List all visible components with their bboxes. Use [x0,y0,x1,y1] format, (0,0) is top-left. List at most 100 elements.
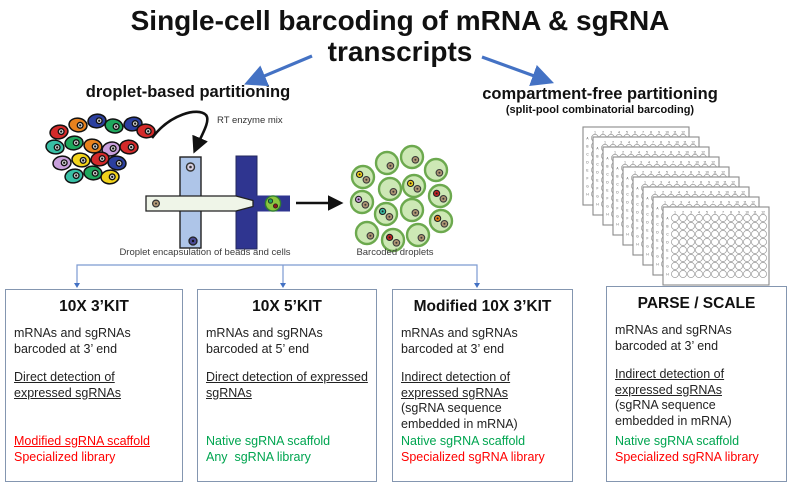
barcoded-droplet-icon [405,222,431,248]
svg-text:8: 8 [720,201,722,205]
svg-text:7: 7 [722,211,724,215]
svg-text:11: 11 [673,131,677,135]
svg-text:7: 7 [702,191,704,195]
svg-text:3: 3 [610,131,612,135]
device-bead-bottom [188,236,198,246]
svg-text:F: F [637,226,639,230]
device-bead-left [152,199,161,208]
svg-text:4: 4 [658,171,660,175]
svg-text:8: 8 [650,131,652,135]
cell-icon [87,113,107,129]
svg-text:A: A [656,206,659,210]
svg-text:12: 12 [701,151,705,155]
arrow-to-droplet-branch [244,54,313,87]
svg-text:9: 9 [668,141,670,145]
svg-text:6: 6 [684,181,686,185]
svg-text:G: G [586,184,589,188]
svg-text:3: 3 [660,181,662,185]
svg-text:D: D [596,170,599,174]
svg-text:E: E [586,168,588,172]
svg-text:1: 1 [604,141,606,145]
cell-icon [45,139,65,155]
svg-text:D: D [656,230,659,234]
svg-text:B: B [636,194,638,198]
svg-text:11: 11 [713,171,717,175]
svg-text:10: 10 [675,141,679,145]
svg-text:C: C [626,192,629,196]
svg-text:F: F [627,216,629,220]
cell-icon [90,151,110,167]
svg-text:3: 3 [630,151,632,155]
svg-text:4: 4 [688,201,690,205]
svg-text:10: 10 [695,161,699,165]
svg-text:3: 3 [680,201,682,205]
cell-icon [64,168,84,184]
svg-text:A: A [626,176,629,180]
svg-text:G: G [596,194,599,198]
method-box-body: mRNAs and sgRNAs barcoded at 3’ end [615,323,732,353]
cell-icon [119,139,139,155]
svg-text:6: 6 [714,211,716,215]
svg-text:9: 9 [728,201,730,205]
svg-text:C: C [636,202,639,206]
cell-icon [107,155,127,171]
svg-text:2: 2 [652,181,654,185]
svg-text:12: 12 [691,141,695,145]
svg-text:7: 7 [682,171,684,175]
method-box-10x-5kit: 10X 5’KIT mRNAs and sgRNAs barcoded at 5… [197,289,377,482]
svg-text:11: 11 [733,191,737,195]
svg-text:9: 9 [678,151,680,155]
svg-text:9: 9 [698,171,700,175]
svg-text:B: B [616,174,618,178]
svg-text:A: A [596,146,599,150]
svg-text:B: B [666,224,668,228]
svg-text:2: 2 [682,211,684,215]
rt-enzyme-arrow [150,110,209,154]
svg-text:2: 2 [672,201,674,205]
svg-text:D: D [616,190,619,194]
svg-text:5: 5 [696,201,698,205]
svg-text:G: G [646,244,649,248]
svg-text:H: H [586,192,589,196]
barcoded-droplet-icon [354,220,380,246]
barcoded-droplets-caption: Barcoded droplets [356,247,434,258]
svg-text:1: 1 [624,161,626,165]
method-box-title: 10X 5’KIT [252,298,322,315]
svg-text:6: 6 [664,161,666,165]
svg-text:1: 1 [664,201,666,205]
connector-arrowhead-2 [280,283,286,288]
svg-text:11: 11 [683,141,687,145]
device-bead-top [185,162,196,172]
connector-arrowhead-1 [74,283,80,288]
svg-text:4: 4 [678,191,680,195]
svg-text:11: 11 [753,211,757,215]
svg-text:2: 2 [642,171,644,175]
svg-text:5: 5 [676,181,678,185]
svg-text:1: 1 [594,131,596,135]
barcoded-droplets-illustration [349,144,454,253]
svg-text:3: 3 [690,211,692,215]
svg-text:4: 4 [668,181,670,185]
svg-text:10: 10 [735,201,739,205]
svg-text:1: 1 [614,151,616,155]
svg-text:H: H [606,212,609,216]
branch-label-compartment-free: compartment-free partitioning [482,85,718,103]
svg-text:A: A [616,166,619,170]
branch-sublabel-splitpool: (split-pool combinatorial barcoding) [505,104,695,116]
svg-text:9: 9 [658,131,660,135]
svg-text:2: 2 [622,151,624,155]
svg-text:10: 10 [685,151,689,155]
svg-text:B: B [656,214,658,218]
svg-text:6: 6 [644,141,646,145]
svg-text:E: E [606,188,608,192]
barcoded-droplet-icon [349,189,375,215]
svg-text:5: 5 [636,141,638,145]
svg-text:D: D [636,210,639,214]
cell-icon [136,123,156,139]
barcoded-droplet-icon [374,150,400,176]
svg-text:12: 12 [751,201,755,205]
svg-text:B: B [646,204,648,208]
svg-text:B: B [606,164,608,168]
cell-icon [71,152,91,168]
svg-text:D: D [586,160,589,164]
